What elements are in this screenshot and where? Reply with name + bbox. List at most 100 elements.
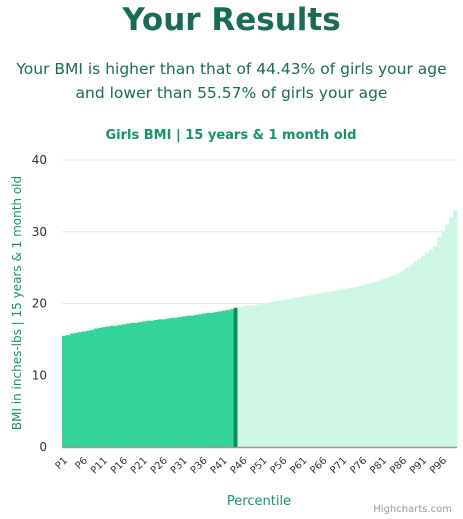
bar xyxy=(97,327,103,447)
bar xyxy=(217,311,222,447)
bar xyxy=(101,327,107,447)
bar xyxy=(437,237,442,447)
x-tick-label: P11 xyxy=(89,455,110,476)
bar xyxy=(141,321,147,447)
bar xyxy=(329,291,334,447)
x-tick-label: P26 xyxy=(149,455,170,476)
bar xyxy=(173,317,179,447)
bar xyxy=(77,332,83,447)
bar xyxy=(385,277,390,447)
bar xyxy=(381,279,386,447)
bar xyxy=(309,294,314,447)
bar xyxy=(225,309,230,447)
x-tick-label: P81 xyxy=(368,455,389,476)
bar xyxy=(405,267,410,448)
bar xyxy=(317,293,322,447)
bar xyxy=(73,332,79,447)
bar xyxy=(201,313,207,447)
x-tick-label: P51 xyxy=(249,455,270,476)
bar xyxy=(237,307,242,447)
bar xyxy=(297,297,302,447)
x-tick-label: P21 xyxy=(129,455,150,476)
bar xyxy=(165,318,171,447)
bar xyxy=(62,335,67,447)
bar xyxy=(425,252,430,447)
bar xyxy=(305,295,310,447)
bar xyxy=(281,299,286,447)
x-tick-label: P71 xyxy=(328,455,349,476)
bar xyxy=(285,299,290,447)
bar xyxy=(145,320,151,447)
x-tick-label: P66 xyxy=(308,455,329,476)
x-tick-label: P96 xyxy=(428,455,449,476)
bar xyxy=(397,272,402,447)
results-summary: Your BMI is higher than that of 44.43% o… xyxy=(0,57,463,105)
bar xyxy=(333,290,338,447)
bar xyxy=(353,287,358,447)
bar xyxy=(361,284,366,447)
bar xyxy=(185,315,191,447)
bar xyxy=(453,210,458,447)
bar xyxy=(301,296,306,447)
bar xyxy=(421,255,426,447)
bar xyxy=(293,297,298,447)
bar xyxy=(449,217,454,447)
bar xyxy=(221,310,226,447)
bar xyxy=(177,317,183,447)
bar xyxy=(89,330,95,447)
highcharts-credit[interactable]: Highcharts.com xyxy=(373,504,452,515)
bar xyxy=(161,319,167,447)
bar xyxy=(289,298,294,447)
bar xyxy=(129,322,135,447)
y-tick-label: 0 xyxy=(39,440,47,454)
bar xyxy=(109,325,115,447)
x-tick-label: P56 xyxy=(269,455,290,476)
x-tick-label: P86 xyxy=(388,455,409,476)
x-tick-label: P6 xyxy=(74,455,91,472)
bar xyxy=(265,302,270,447)
bar xyxy=(229,309,234,447)
y-tick-label: 40 xyxy=(32,153,47,167)
your-bmi-bar xyxy=(233,307,238,447)
bar xyxy=(429,249,434,447)
x-axis-title: Percentile xyxy=(227,494,291,509)
bar xyxy=(357,286,362,447)
bar xyxy=(417,259,422,447)
bar xyxy=(113,325,119,447)
bar xyxy=(125,323,131,447)
bar xyxy=(373,281,378,447)
bar xyxy=(413,261,418,447)
bar xyxy=(105,326,111,447)
x-tick-label: P76 xyxy=(348,455,369,476)
x-tick-label: P1 xyxy=(54,455,71,472)
bar xyxy=(117,325,123,447)
bar xyxy=(445,224,450,447)
bar xyxy=(337,289,342,447)
bar xyxy=(149,320,155,447)
bar xyxy=(169,317,175,447)
bar xyxy=(197,314,203,447)
bar xyxy=(249,305,254,447)
bar xyxy=(345,288,350,447)
chart-title: Girls BMI | 15 years & 1 month old xyxy=(106,128,357,143)
bar xyxy=(85,330,91,447)
bar xyxy=(133,322,139,447)
bar xyxy=(189,315,195,447)
y-axis-title: BMI in inches-lbs | 15 years & 1 month o… xyxy=(10,176,24,430)
bar xyxy=(93,328,99,447)
bar xyxy=(257,304,262,447)
bar xyxy=(269,302,274,447)
bar xyxy=(273,301,278,447)
x-tick-label: P16 xyxy=(109,455,130,476)
bar xyxy=(193,314,199,447)
x-tick-label: P46 xyxy=(229,455,250,476)
bar xyxy=(369,282,374,447)
bar xyxy=(277,300,282,447)
bar xyxy=(209,312,215,447)
bar xyxy=(349,287,354,447)
bar xyxy=(153,320,159,447)
x-tick-label: P91 xyxy=(408,455,429,476)
y-tick-label: 30 xyxy=(32,225,47,239)
bar xyxy=(181,316,187,447)
bar xyxy=(157,319,163,447)
